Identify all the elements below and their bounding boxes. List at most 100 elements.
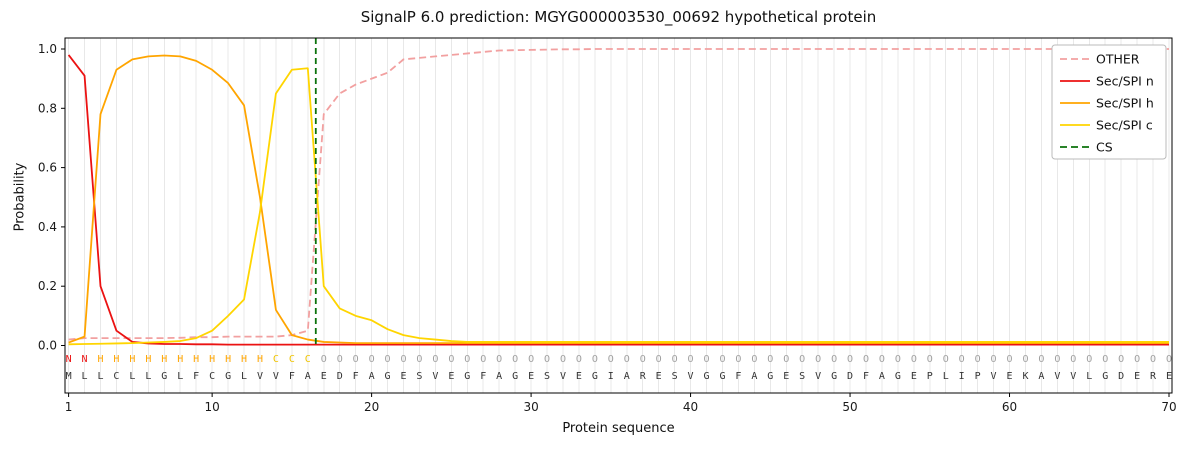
legend-label: OTHER xyxy=(1096,52,1140,67)
legend-label: Sec/SPI h xyxy=(1096,96,1154,111)
sequence-letter: F xyxy=(735,371,741,382)
region-label-letter: H xyxy=(225,354,231,365)
sequence-letter: G xyxy=(767,371,773,382)
region-label-letter: H xyxy=(129,354,135,365)
region-label-letter: O xyxy=(1038,354,1044,365)
region-label-letter: C xyxy=(289,354,295,365)
region-label-letter: O xyxy=(783,354,789,365)
region-label-letter: O xyxy=(911,354,917,365)
region-label-letter: O xyxy=(592,354,598,365)
sequence-letter: G xyxy=(895,371,901,382)
sequence-letter: L xyxy=(943,371,949,382)
chart-title: SignalP 6.0 prediction: MGYG000003530_00… xyxy=(360,8,877,26)
region-label-letter: H xyxy=(241,354,247,365)
x-tick-label: 60 xyxy=(1002,400,1017,414)
region-label-letter: O xyxy=(1150,354,1156,365)
region-label-letter: O xyxy=(1102,354,1108,365)
y-tick-label: 0.0 xyxy=(38,339,57,353)
sequence-letter: E xyxy=(400,371,406,382)
region-label-letter: O xyxy=(719,354,725,365)
region-label-letter: O xyxy=(959,354,965,365)
region-label-letter: O xyxy=(432,354,438,365)
region-label-letter: O xyxy=(735,354,741,365)
region-label-letter: H xyxy=(209,354,215,365)
sequence-letter: F xyxy=(289,371,295,382)
sequence-letter: L xyxy=(177,371,183,382)
region-label-letter: O xyxy=(1166,354,1172,365)
sequence-letter: A xyxy=(496,371,502,382)
region-label-letter: O xyxy=(895,354,901,365)
sequence-letter: V xyxy=(1054,371,1060,382)
sequence-letter: M xyxy=(66,371,72,382)
sequence-letter: G xyxy=(831,371,837,382)
sequence-letter: K xyxy=(1022,371,1028,382)
sequence-letter: V xyxy=(432,371,438,382)
sequence-letter: P xyxy=(927,371,933,382)
region-label-letter: O xyxy=(337,354,343,365)
sequence-letter: F xyxy=(480,371,486,382)
region-label-letter: H xyxy=(193,354,199,365)
region-label-letter: O xyxy=(560,354,566,365)
sequence-letter: L xyxy=(97,371,103,382)
y-tick-label: 1.0 xyxy=(38,42,57,56)
region-label-letter: H xyxy=(161,354,167,365)
sequence-letter: C xyxy=(113,371,119,382)
region-label-letter: O xyxy=(496,354,502,365)
region-label-letter: N xyxy=(66,354,72,365)
region-label-letter: O xyxy=(799,354,805,365)
sequence-letter: A xyxy=(305,371,311,382)
sequence-letter: V xyxy=(1070,371,1076,382)
sequence-letter: G xyxy=(161,371,167,382)
y-axis-title: Probability xyxy=(12,162,28,232)
region-label-letter: O xyxy=(369,354,375,365)
sequence-letter: E xyxy=(528,371,534,382)
sequence-letter: V xyxy=(273,371,279,382)
sequence-letter: V xyxy=(991,371,997,382)
sequence-letter: R xyxy=(640,371,647,382)
y-tick-label: 0.6 xyxy=(38,161,57,175)
region-label-letter: O xyxy=(640,354,646,365)
region-label-letter: O xyxy=(385,354,391,365)
region-label-letter: O xyxy=(991,354,997,365)
sequence-letter: E xyxy=(1166,371,1172,382)
region-label-letter: H xyxy=(177,354,183,365)
y-tick-label: 0.2 xyxy=(38,279,57,293)
series-line-sec_spi_c xyxy=(68,67,1169,346)
x-axis-title: Protein sequence xyxy=(562,421,675,436)
sequence-letter: D xyxy=(1118,371,1124,382)
x-tick-label: 30 xyxy=(523,400,538,414)
sequence-letter: E xyxy=(911,371,917,382)
legend-label: Sec/SPI c xyxy=(1096,118,1153,133)
series-line-sec_spi_n xyxy=(67,54,1169,346)
region-label-letter: O xyxy=(879,354,885,365)
sequence-letter: C xyxy=(209,371,215,382)
region-label-letter: O xyxy=(943,354,949,365)
sequence-letter: G xyxy=(703,371,709,382)
region-label-letter: O xyxy=(1054,354,1060,365)
region-label-letter: C xyxy=(273,354,279,365)
region-label-letter: O xyxy=(576,354,582,365)
x-tick-label: 70 xyxy=(1161,400,1176,414)
sequence-letter: S xyxy=(799,371,805,382)
sequence-letter: F xyxy=(193,371,199,382)
sequence-letter: E xyxy=(783,371,789,382)
sequence-letter: G xyxy=(225,371,231,382)
sequence-letter: R xyxy=(1150,371,1157,382)
region-label-letter: O xyxy=(480,354,486,365)
y-tick-label: 0.4 xyxy=(38,220,57,234)
sequence-letter: G xyxy=(719,371,725,382)
region-label-letter: O xyxy=(1022,354,1028,365)
region-label-letter: H xyxy=(97,354,103,365)
sequence-letter: A xyxy=(624,371,630,382)
region-label-letter: O xyxy=(512,354,518,365)
sequence-letter: V xyxy=(560,371,566,382)
sequence-letter: G xyxy=(464,371,470,382)
series-line-sec_spi_h xyxy=(68,54,1169,345)
sequence-letter: G xyxy=(1102,371,1108,382)
region-label-letter: O xyxy=(863,354,869,365)
region-label-letter: H xyxy=(145,354,151,365)
region-label-letter: O xyxy=(464,354,470,365)
sequence-letter: L xyxy=(1086,371,1092,382)
y-tick-label: 0.8 xyxy=(38,101,57,115)
